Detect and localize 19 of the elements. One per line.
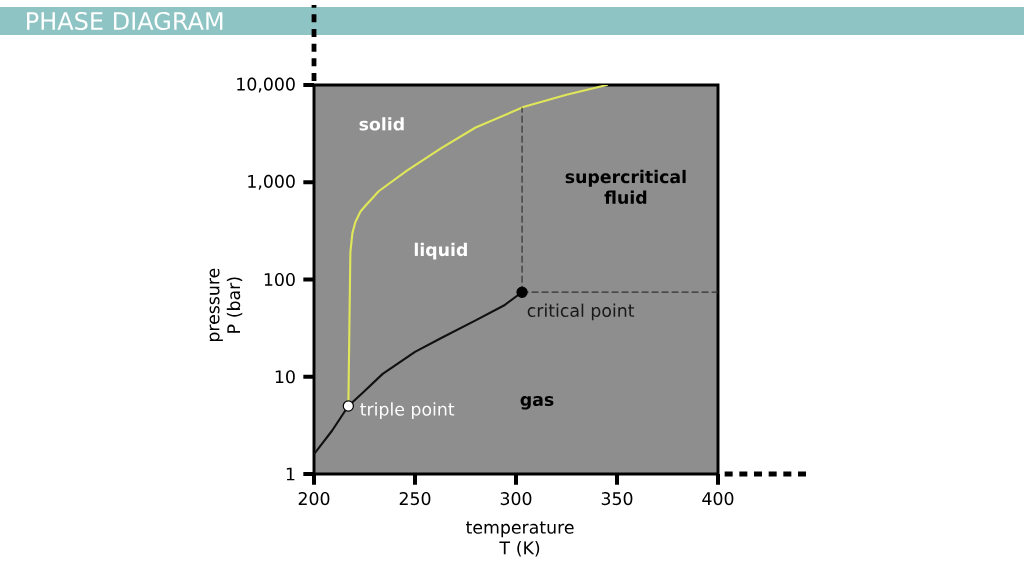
y-tick-label: 1,000 (248, 174, 295, 190)
annotation: triple point (360, 402, 455, 420)
x-tick-label: 350 (601, 492, 633, 506)
x-tick-label: 400 (702, 492, 734, 506)
x-axis-title: temperature T (K) (466, 521, 574, 557)
x-tick-label: 250 (399, 492, 431, 506)
chart-title: PHASE DIAGRAM (27, 11, 223, 31)
annotation: solid (359, 117, 404, 131)
y-tick-label: 10 (275, 370, 295, 384)
y-axis-title: pressure P (bar) (209, 268, 243, 342)
annotation: supercritical fluid (565, 169, 686, 204)
annotation: critical point (527, 303, 635, 321)
y-tick-label: 1 (286, 467, 295, 481)
x-tick-label: 300 (500, 492, 532, 506)
y-tick-label: 10,000 (237, 77, 295, 93)
annotation: gas (520, 396, 554, 410)
annotation: liquid (414, 242, 467, 260)
x-tick-label: 200 (298, 492, 330, 506)
y-tick-label: 100 (264, 272, 295, 287)
